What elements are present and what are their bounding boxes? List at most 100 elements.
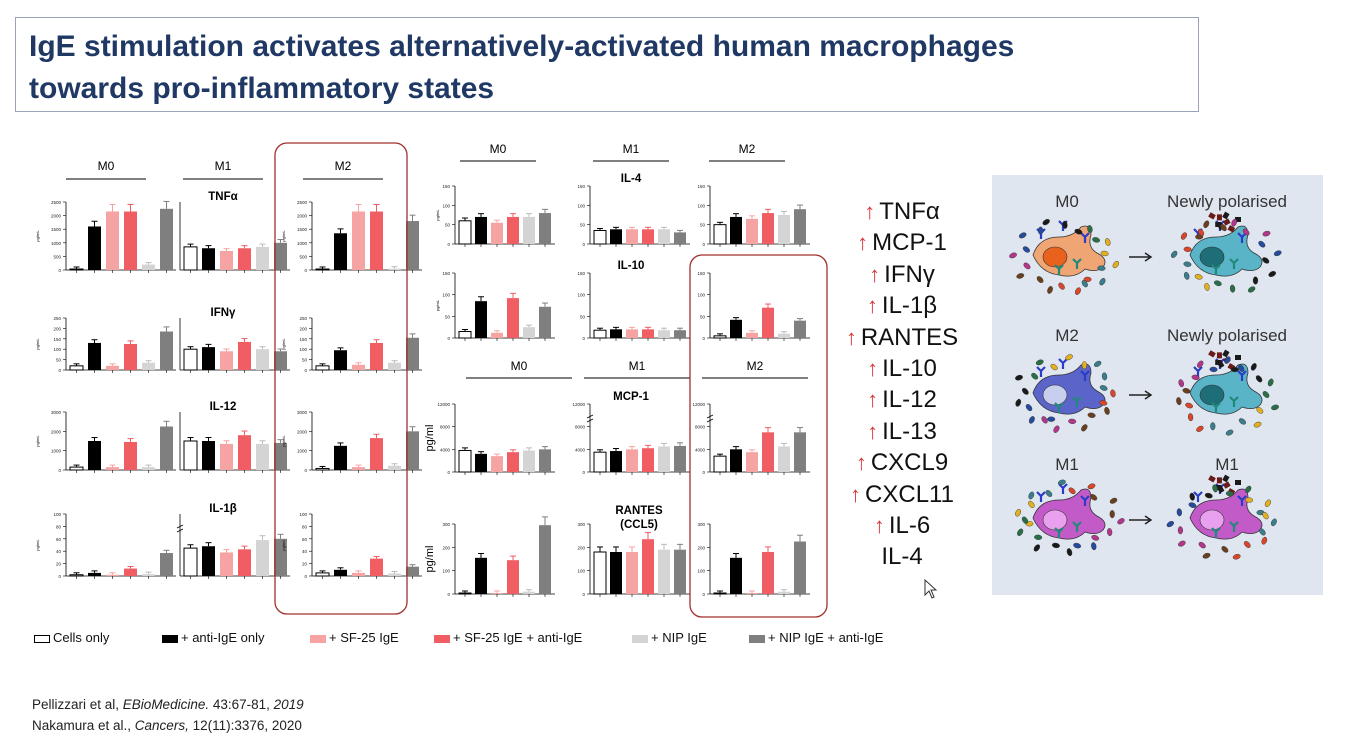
cytokine-dot-icon bbox=[1062, 220, 1068, 229]
y-tick-label: 300 bbox=[577, 522, 585, 527]
cytokine-dot-icon bbox=[1107, 528, 1113, 537]
cytokine-dot-icon bbox=[1252, 276, 1259, 285]
y-tick-label: 80 bbox=[302, 524, 308, 529]
y-tick-label: 0 bbox=[58, 468, 61, 473]
chart-bar bbox=[593, 229, 607, 245]
cytokine-dot-icon bbox=[1015, 398, 1022, 407]
cytokine-dot-icon bbox=[1185, 402, 1193, 409]
m2-highlight-box bbox=[689, 254, 828, 618]
y-tick-label: 100 bbox=[442, 293, 450, 298]
ige-crosslink-icon bbox=[1208, 212, 1216, 220]
group-header-m0: M0 bbox=[98, 159, 115, 173]
axis-break-icon bbox=[586, 414, 594, 423]
chart-bar bbox=[69, 365, 84, 371]
cytokine-dot-icon bbox=[1225, 491, 1234, 497]
chart-bar bbox=[238, 341, 251, 370]
cytokine-dot-icon bbox=[1178, 540, 1186, 547]
y-tick-label: 100 bbox=[697, 293, 705, 298]
chart-bar bbox=[142, 574, 155, 576]
schematic-drawing: M0 Newly polarised M2 Newly polarised M1 M1 bbox=[1009, 192, 1287, 560]
cytokine-dot-icon bbox=[1273, 250, 1282, 257]
cytokine-dot-icon bbox=[1221, 546, 1229, 553]
cytokine-dot-icon bbox=[1262, 511, 1269, 520]
y-tick-label: 2500 bbox=[297, 200, 308, 205]
transition-arrow-icon bbox=[1129, 515, 1153, 525]
y-tick-label: 2000 bbox=[51, 429, 62, 434]
cytokine-dot-icon bbox=[1212, 484, 1218, 493]
up-arrow-icon: ↑ bbox=[867, 355, 879, 381]
y-tick-label: 0 bbox=[582, 336, 585, 341]
up-arrow-icon: ↑ bbox=[864, 199, 876, 224]
chart-bar bbox=[507, 560, 519, 594]
receptor-icon bbox=[1072, 396, 1082, 407]
y-tick-label: 0 bbox=[58, 268, 61, 273]
y-tick-label: 2500 bbox=[51, 200, 62, 205]
chart-bar bbox=[106, 574, 119, 576]
right-nucleus bbox=[1199, 384, 1225, 406]
cytokine-dot-icon bbox=[1100, 250, 1109, 257]
marker-item: ↑ TNFα bbox=[832, 196, 972, 227]
cytokine-dot-icon bbox=[1050, 363, 1058, 371]
y-tick-label: 100 bbox=[697, 569, 705, 574]
y-tick-label: 0 bbox=[702, 470, 705, 475]
ige-crosslink-icon bbox=[1227, 225, 1236, 233]
y-tick-label: 150 bbox=[442, 184, 450, 189]
right-group-header-bottom: M2 bbox=[747, 359, 764, 373]
y-tick-label: 12000 bbox=[692, 402, 705, 407]
receptor-icon bbox=[1229, 258, 1239, 269]
chart-bar bbox=[238, 248, 251, 270]
chart-bar bbox=[220, 443, 233, 470]
cytokine-dot-icon bbox=[1104, 406, 1110, 415]
y-axis-label: pg/mL bbox=[281, 539, 286, 551]
legend-item: + NIP IgE + anti-IgE bbox=[749, 630, 883, 645]
cytokine-dot-icon bbox=[1183, 246, 1192, 252]
cytokine-dot-icon bbox=[1109, 510, 1115, 519]
y-tick-label: 250 bbox=[299, 316, 307, 321]
cytokine-dot-icon bbox=[1232, 553, 1241, 560]
chart-bar bbox=[106, 211, 119, 270]
marker-item: ↑ RANTES bbox=[832, 322, 972, 353]
legend-swatch bbox=[632, 634, 648, 643]
chart-bar bbox=[610, 451, 622, 472]
ige-crosslink-icon bbox=[1222, 349, 1230, 358]
chart-bar bbox=[507, 216, 519, 244]
cytokine-dot-icon bbox=[1073, 542, 1082, 549]
y-tick-label: 0 bbox=[582, 592, 585, 597]
cytokine-dot-icon bbox=[1051, 542, 1060, 549]
left-nucleus bbox=[1042, 246, 1068, 268]
ige-crosslink-icon bbox=[1208, 350, 1216, 358]
cytokine-dot-icon bbox=[1034, 534, 1043, 540]
chart-bar bbox=[124, 211, 137, 270]
y-tick-label: 0 bbox=[447, 242, 450, 247]
chart-bar bbox=[794, 432, 806, 472]
cytokine-dot-icon bbox=[1028, 500, 1035, 508]
cytokine-dot-icon bbox=[1231, 218, 1237, 227]
legend-item: + SF-25 IgE + anti-IgE bbox=[434, 630, 582, 645]
y-tick-label: 500 bbox=[299, 254, 307, 259]
cytokine-dot-icon bbox=[1075, 287, 1081, 295]
ige-crosslink-icon bbox=[1222, 218, 1231, 226]
y-tick-label: 0 bbox=[702, 336, 705, 341]
y-tick-label: 0 bbox=[304, 468, 307, 473]
cytokine-dot-icon bbox=[1117, 518, 1125, 525]
y-tick-label: 4000 bbox=[440, 447, 451, 452]
chart-bar bbox=[370, 558, 383, 576]
cytokine-dot-icon bbox=[1191, 374, 1200, 381]
y-tick-label: 150 bbox=[697, 184, 705, 189]
chart-bar bbox=[88, 441, 101, 470]
chart-bar bbox=[778, 446, 790, 472]
chart-bar bbox=[762, 307, 774, 338]
cytokine-dot-icon bbox=[1268, 271, 1276, 277]
y-tick-label: 2000 bbox=[51, 214, 62, 219]
cytokine-dot-icon bbox=[1194, 274, 1203, 280]
y-tick-label: 8000 bbox=[575, 425, 586, 430]
y-tick-label: 0 bbox=[582, 470, 585, 475]
receptor-icon bbox=[1080, 370, 1090, 381]
schematic-right-label: Newly polarised bbox=[1167, 326, 1287, 345]
cytokine-dot-icon bbox=[1170, 250, 1178, 258]
chart-bar bbox=[160, 426, 173, 470]
right-nucleus bbox=[1199, 509, 1225, 531]
legend-item: + NIP IgE bbox=[632, 630, 707, 645]
chart-bar bbox=[238, 435, 251, 470]
chart-bar bbox=[713, 224, 727, 245]
